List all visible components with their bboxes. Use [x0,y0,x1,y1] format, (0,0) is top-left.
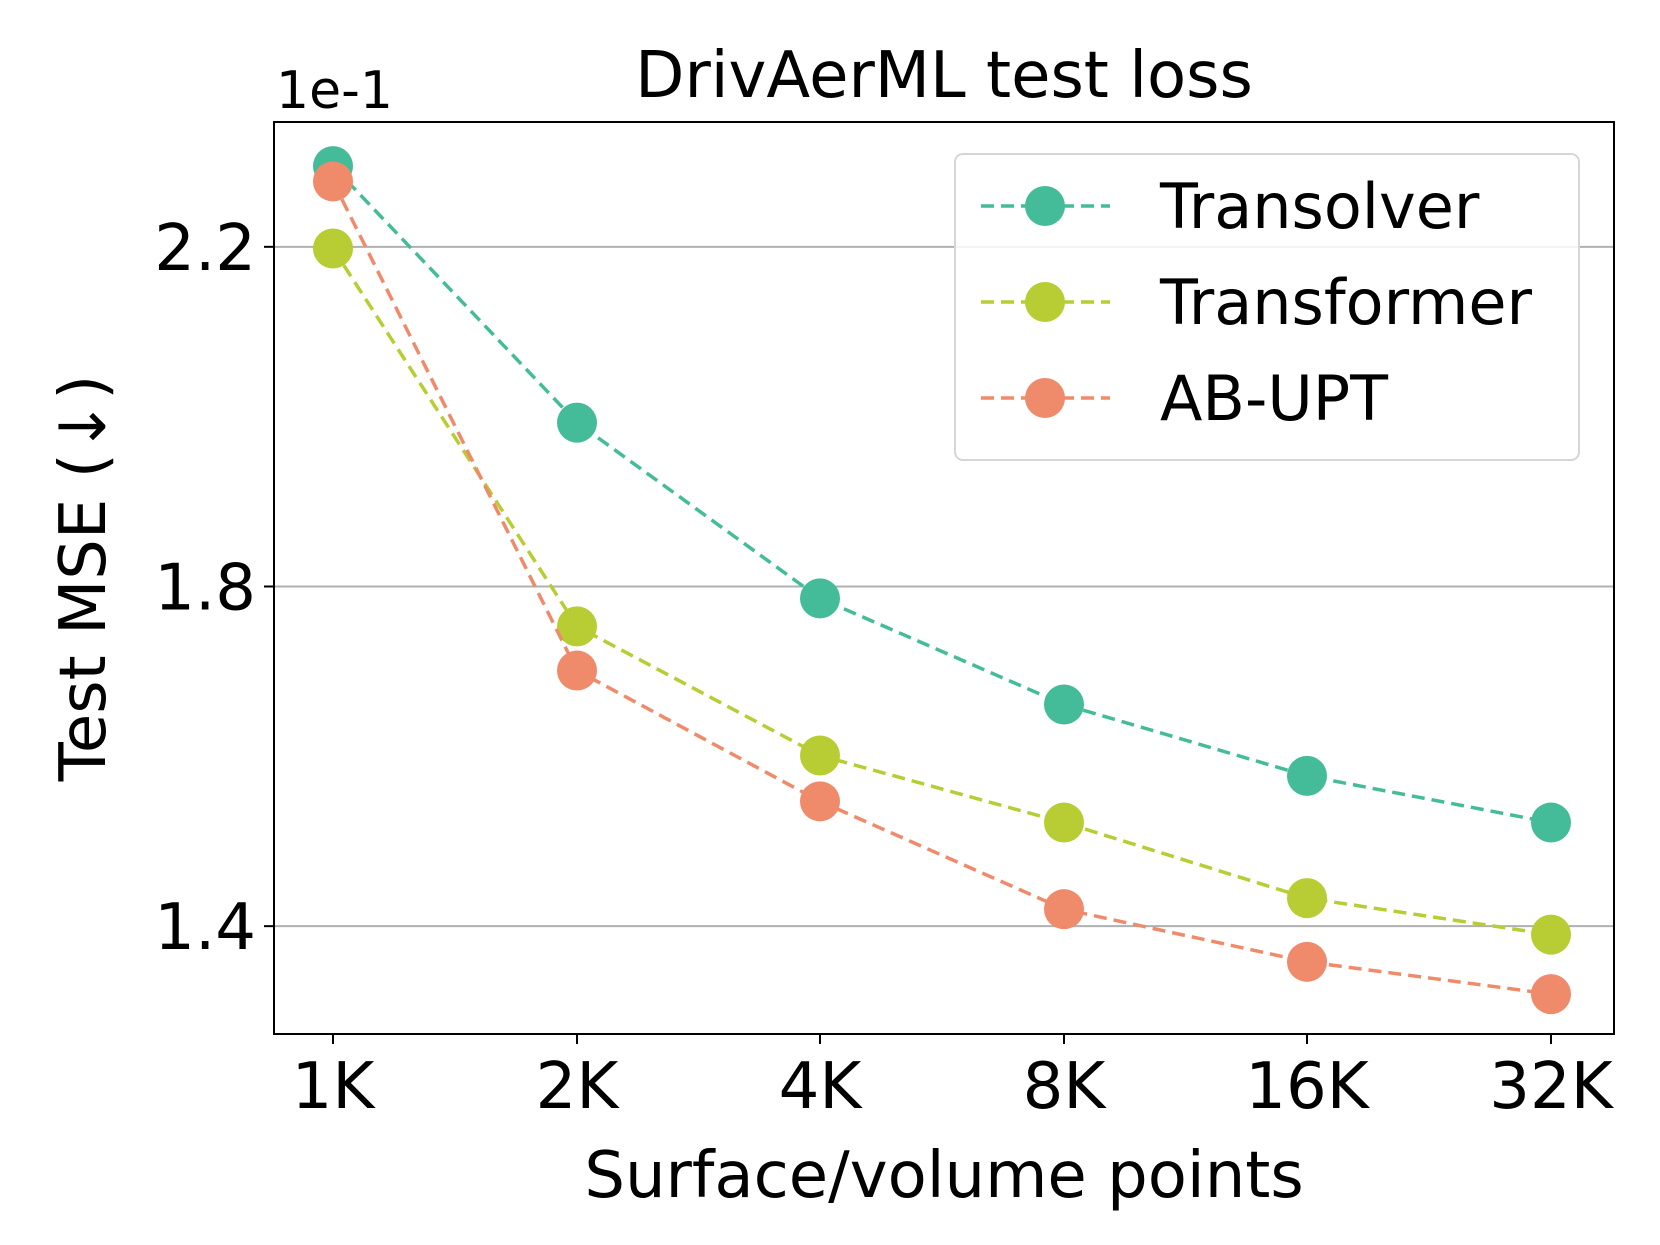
x-tick-label: 1K [292,1050,377,1124]
data-point-transolver-8k [1044,684,1084,725]
x-tick-label: 4K [779,1050,864,1124]
plot-frame [273,121,1615,1035]
data-point-ab-upt-8k [1044,889,1084,930]
y-tick-label: 1.4 [154,891,256,965]
data-point-transolver-4k [800,578,840,619]
y-tick-label: 1.8 [154,551,256,625]
chart-title: DrivAerML test loss [635,39,1253,113]
data-point-transformer-2k [557,606,597,647]
y-axis-label: Test MSE (↓) [47,375,121,783]
legend-label-ab-upt: AB-UPT [1160,362,1389,435]
data-point-ab-upt-16k [1287,941,1327,982]
data-point-ab-upt-32k [1531,974,1571,1015]
data-point-transolver-32k [1531,802,1571,843]
legend-label-transolver: Transolver [1159,170,1480,243]
legend-box [954,153,1580,461]
series-line-transformer [331,247,1552,937]
data-point-transolver-16k [1287,755,1327,796]
data-point-transformer-32k [1531,914,1571,955]
legend-marker-ab-upt [1025,378,1065,418]
data-point-transformer-1k [313,228,353,269]
legend: Transolver Transformer AB-UPT [954,153,1580,461]
y-scale-label: 1e-1 [276,61,393,121]
data-point-ab-upt-1k [313,161,353,202]
data-point-transolver-2k [557,402,597,443]
legend-label-transformer: Transformer [1159,266,1533,339]
axis-ticks: 1.4 1.8 2.2 1K 2K 4K 8K 16K 32K [154,212,1615,1124]
data-point-ab-upt-4k [800,781,840,822]
x-axis-label: Surface/volume points [584,1139,1303,1213]
data-point-transformer-16k [1287,878,1327,919]
legend-marker-transolver [1025,186,1065,226]
data-point-transformer-4k [800,735,840,776]
y-tick-label: 2.2 [154,212,256,286]
x-tick-label: 32K [1489,1050,1614,1124]
series-layer [313,146,1571,1015]
series-line-transolver [331,164,1552,825]
x-tick-label: 2K [536,1050,621,1124]
x-tick-label: 8K [1023,1050,1108,1124]
legend-marker-transformer [1025,282,1065,322]
data-point-ab-upt-2k [557,650,597,691]
x-tick-label: 16K [1245,1050,1370,1124]
data-point-transformer-8k [1044,802,1084,843]
